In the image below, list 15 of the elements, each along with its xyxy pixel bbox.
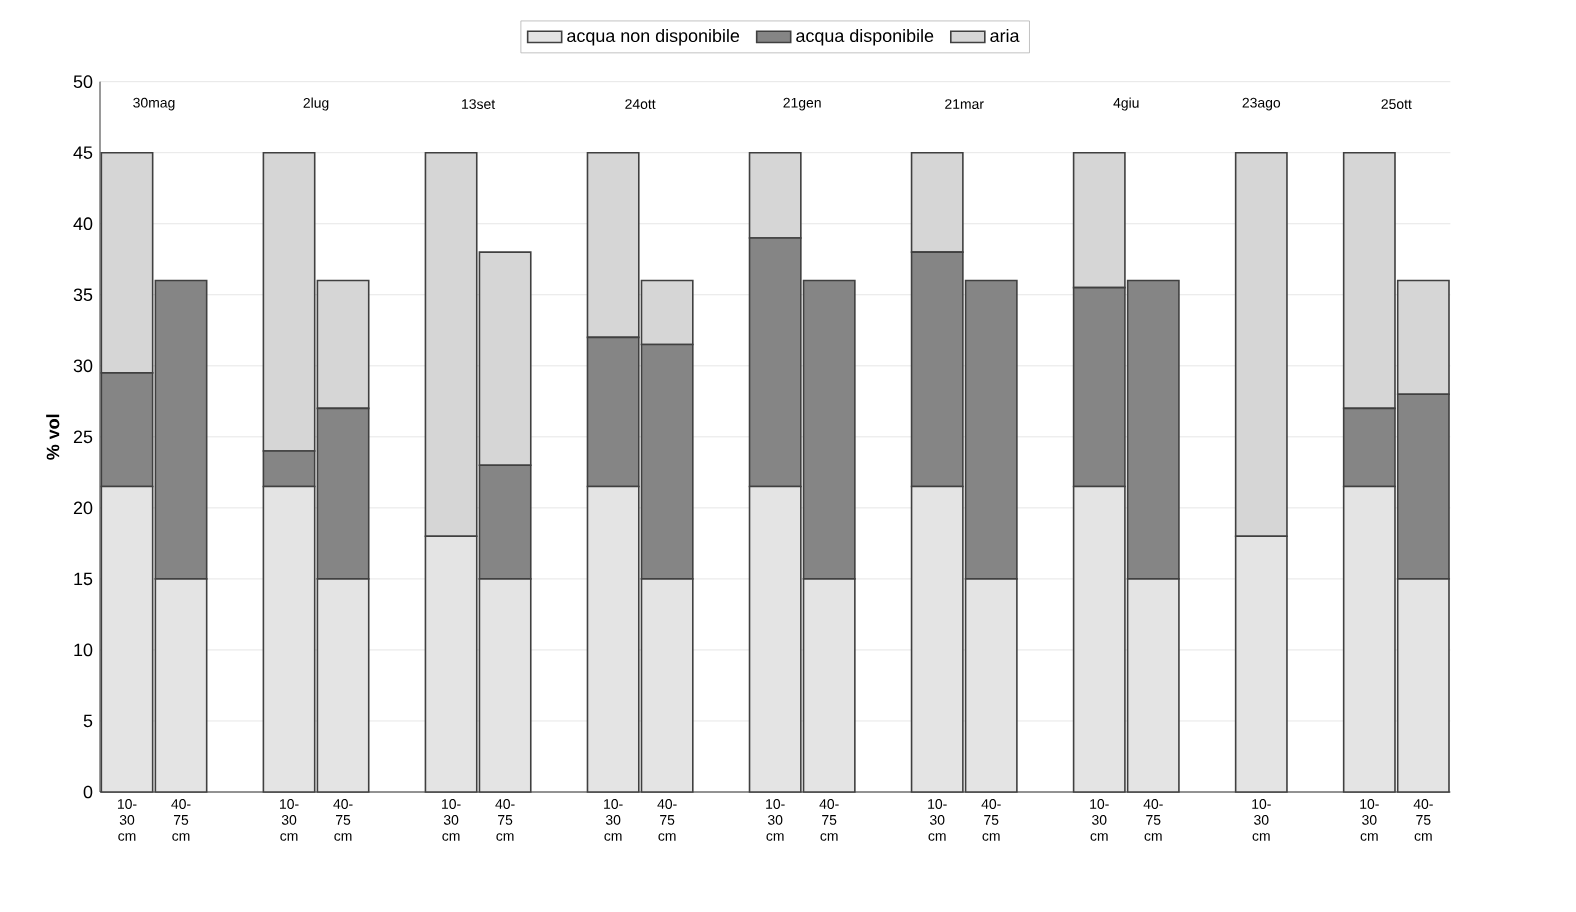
y-tick-label: 45 [73, 146, 93, 159]
y-tick-label: 35 [73, 288, 93, 302]
y-tick-label: 40 [73, 217, 93, 231]
y-tick-label: 25 [73, 430, 93, 444]
y-tick-label: 20 [73, 501, 93, 515]
y-tick-label: 15 [74, 572, 93, 586]
y-tick-label: 0 [83, 785, 93, 799]
y-axis-title: % vol [46, 414, 60, 460]
y-tick-label: 10 [74, 643, 93, 657]
legend-label: aria [990, 28, 1020, 43]
legend-label: acqua disponibile [796, 28, 934, 46]
y-tick-label: 50 [73, 75, 93, 89]
legend-label: acqua non disponibile [567, 28, 740, 46]
y-tick-label: 30 [73, 359, 93, 373]
y-tick-label: 5 [83, 714, 93, 728]
